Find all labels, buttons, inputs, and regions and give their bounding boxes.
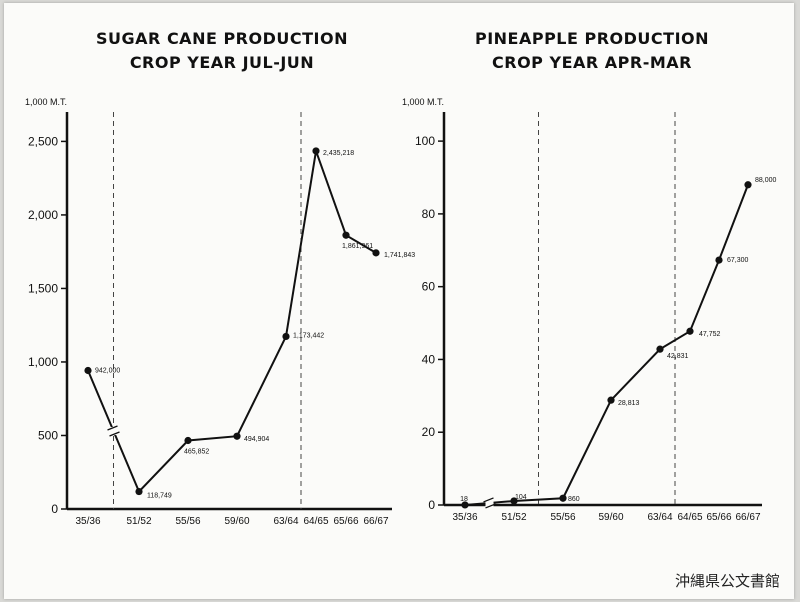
pineapple-data-point	[686, 327, 694, 335]
pineapple-x-tick-label: 59/60	[598, 512, 623, 523]
pineapple-y-unit-label: 1,000 M.T.	[402, 97, 444, 107]
sugar-data-label: 942,000	[95, 367, 120, 374]
pineapple-data-point	[559, 494, 567, 502]
sugar-data-label: 494,904	[244, 436, 269, 443]
sugar-x-tick-label: 59/60	[224, 516, 249, 527]
pineapple-x-tick-label: 64/65	[677, 512, 702, 523]
pineapple-data-point	[510, 497, 518, 505]
pineapple-data-label: 104	[515, 494, 527, 501]
pineapple-data-label: 28,813	[618, 400, 640, 407]
sugar-data-label: 118,749	[147, 493, 172, 500]
sugar-data-point	[282, 332, 290, 341]
sugar-break-gap	[109, 427, 118, 436]
pineapple-break-mark	[483, 497, 494, 503]
sugar-data-label: 1,741,843	[384, 252, 415, 259]
pineapple-data-label: 47,752	[699, 331, 721, 338]
pineapple-data-point	[715, 256, 723, 264]
pineapple-data-point	[744, 181, 752, 189]
sugar-data-label: 465,852	[184, 449, 209, 456]
archive-watermark: 沖縄県公文書館	[674, 572, 780, 590]
pineapple-y-tick-label: 100	[415, 134, 435, 148]
pineapple-title-line-2: CROP YEAR APR-MAR	[492, 53, 692, 72]
pineapple-y-tick-label: 0	[428, 498, 435, 512]
pineapple-data-point	[656, 345, 664, 353]
sugar-x-tick-label: 35/36	[75, 516, 100, 527]
sugar-data-point	[135, 487, 143, 496]
sugar-data-point	[342, 231, 350, 239]
pineapple-data-point	[607, 396, 615, 404]
sugar-x-tick-label: 65/66	[333, 516, 358, 527]
pineapple-x-tick-label: 66/67	[735, 512, 760, 523]
sugar-x-tick-label: 63/64	[273, 516, 298, 527]
sugar-y-tick-label: 500	[38, 428, 58, 442]
pineapple-x-tick-label: 65/66	[706, 512, 731, 523]
pineapple-x-tick-label: 63/64	[647, 512, 672, 523]
pineapple-break-gap	[485, 498, 494, 507]
sugar-title-line-2: CROP YEAR JUL-JUN	[129, 53, 315, 72]
pineapple-data-point	[461, 501, 469, 509]
sugar-data-point	[233, 432, 241, 440]
pineapple-y-tick-label: 80	[422, 207, 436, 221]
sugar-y-tick-label: 1,500	[28, 281, 58, 295]
sugar-title-line-1: SUGAR CANE PRODUCTION	[96, 29, 348, 48]
chart-sheet: SUGAR CANE PRODUCTION CROP YEAR JUL-JUN …	[4, 3, 794, 599]
pineapple-y-tick-label: 20	[422, 425, 436, 439]
sugar-data-label: 2,435,218	[323, 150, 354, 157]
sugar-data-point	[184, 436, 192, 445]
pineapple-chart-title: PINEAPPLE PRODUCTION CROP YEAR APR-MAR	[422, 27, 762, 75]
sugar-data-point	[84, 366, 92, 375]
sugar-break-mark	[107, 425, 118, 431]
sugar-data-point	[372, 249, 380, 257]
sugar-data-label: 1,173,442	[293, 332, 324, 339]
pineapple-x-tick-label: 55/56	[550, 512, 575, 523]
sugar-break-mark	[109, 431, 120, 437]
sugar-x-tick-label: 64/65	[303, 516, 328, 527]
pineapple-data-label: 42,831	[667, 353, 689, 360]
sugar-y-tick-label: 0	[51, 502, 58, 516]
sugar-y-unit-label: 1,000 M.T.	[25, 97, 67, 107]
pineapple-data-label: 18	[460, 496, 468, 503]
pineapple-series-line	[464, 184, 749, 506]
pineapple-data-label: 67,300	[727, 257, 749, 264]
sugar-y-tick-label: 1,000	[28, 355, 58, 369]
sugar-data-label: 1,861,961	[342, 243, 373, 250]
pineapple-title-line-1: PINEAPPLE PRODUCTION	[474, 29, 710, 48]
sugar-data-point	[312, 147, 320, 155]
pineapple-data-label: 88,000	[755, 177, 777, 184]
sugar-series-line	[87, 150, 377, 494]
pineapple-x-tick-label: 51/52	[501, 512, 526, 523]
sugar-chart-title: SUGAR CANE PRODUCTION CROP YEAR JUL-JUN	[52, 27, 392, 75]
sugar-x-tick-label: 66/67	[363, 516, 388, 527]
pineapple-x-tick-label: 35/36	[452, 512, 477, 523]
pineapple-data-label: 860	[568, 496, 580, 503]
pineapple-y-tick-label: 40	[422, 352, 436, 366]
sugar-y-tick-label: 2,000	[28, 208, 58, 222]
sugar-x-tick-label: 51/52	[126, 516, 151, 527]
sugar-x-tick-label: 55/56	[175, 516, 200, 527]
sugar-y-tick-label: 2,500	[28, 134, 58, 148]
pineapple-y-tick-label: 60	[422, 280, 436, 294]
pineapple-break-mark	[485, 503, 496, 509]
